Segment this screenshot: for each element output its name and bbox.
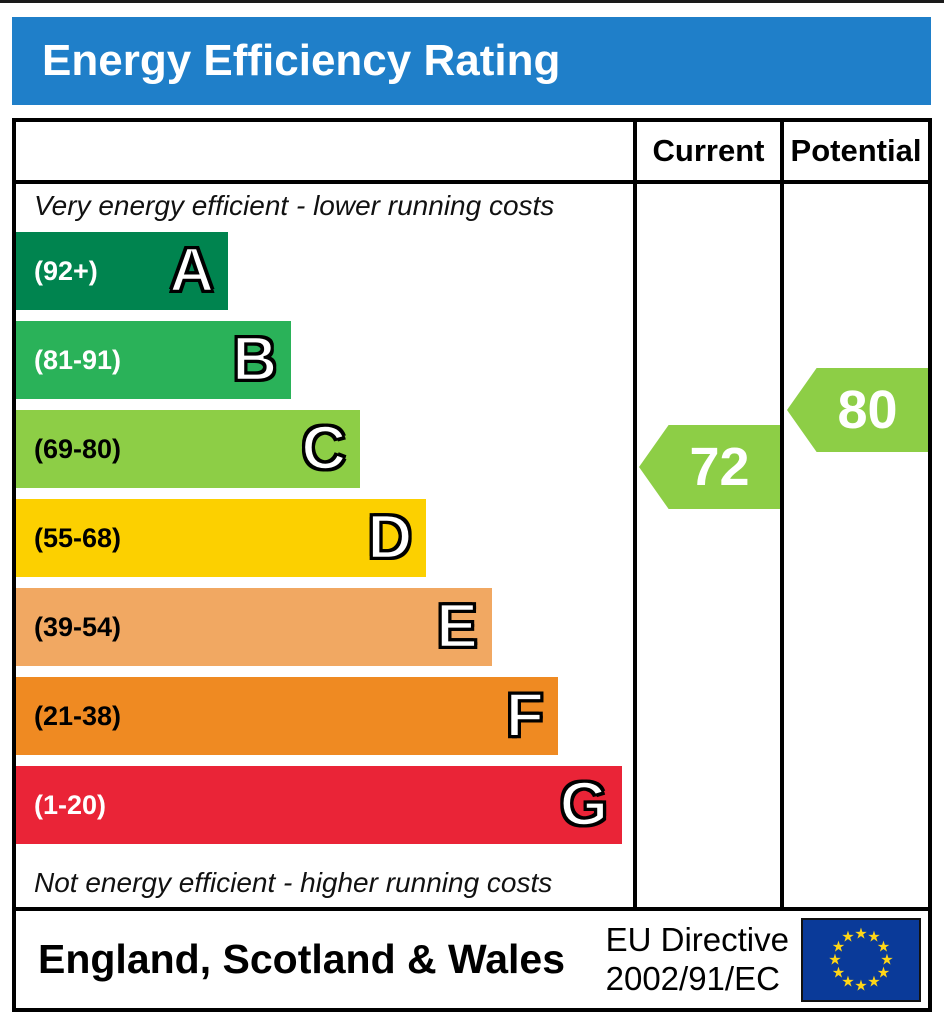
band-list: (92+) A (81-91) B (69-80) C (55-68) D (3… (16, 232, 622, 855)
band-bar: (81-91) B (16, 321, 292, 399)
band-letter: A (168, 236, 215, 305)
table-header-row: Current Potential (16, 122, 928, 184)
band-row: (81-91) B (16, 321, 622, 399)
band-letter: F (505, 681, 545, 750)
band-row: (92+) A (16, 232, 622, 310)
current-column: 72 (633, 184, 780, 907)
band-row: (69-80) C (16, 410, 622, 488)
region-label: England, Scotland & Wales (38, 936, 565, 982)
band-letter: B (231, 325, 278, 394)
epc-table: Current Potential Very energy efficient … (12, 118, 932, 1012)
band-letter: C (300, 414, 347, 483)
current-rating-value: 72 (689, 437, 750, 497)
eu-flag-star-icon: ★ (841, 928, 855, 946)
potential-rating-value: 80 (837, 380, 898, 440)
band-bar: (55-68) D (16, 499, 427, 577)
band-letter: E (435, 592, 479, 661)
band-bar: (39-54) E (16, 588, 492, 666)
table-footer-row: England, Scotland & Wales EU Directive 2… (16, 911, 928, 1008)
band-letter: D (366, 503, 413, 572)
band-bar: (21-38) F (16, 677, 558, 755)
eu-flag-star-icon: ★ (841, 973, 855, 991)
current-rating-arrow: 72 (639, 425, 780, 509)
eu-flag-star-icon: ★ (831, 964, 846, 981)
rating-scale-area: Very energy efficient - lower running co… (16, 184, 633, 907)
band-letter: G (559, 770, 610, 839)
eu-flag-star-icon: ★ (867, 928, 881, 946)
eu-flag-star-icon: ★ (876, 938, 891, 955)
eu-directive-line2: 2002/91/EC (605, 959, 780, 997)
eu-flag-star-icon: ★ (831, 938, 846, 955)
caption-efficient: Very energy efficient - lower running co… (34, 190, 555, 221)
band-range-label: (69-80) (34, 433, 122, 464)
eu-flag-star-icon: ★ (867, 973, 881, 991)
header-empty-cell (16, 122, 633, 180)
band-row: (1-20) G (16, 766, 622, 844)
potential-column: 80 (780, 184, 928, 907)
band-range-label: (39-54) (34, 611, 122, 642)
band-row: (21-38) F (16, 677, 622, 755)
eu-flag-star-icon: ★ (876, 964, 891, 981)
band-row: (39-54) E (16, 588, 622, 666)
eu-flag-star-icon: ★ (854, 977, 868, 994)
band-bar: (92+) A (16, 232, 229, 310)
title-banner: Energy Efficiency Rating (12, 17, 931, 105)
footer-right-group: EU Directive 2002/91/EC ★ ★ ★ ★ ★ ★ ★ ★ ★ ★ ★ ★ (606, 917, 928, 1002)
band-bar: (69-80) C (16, 410, 361, 488)
column-header-potential: Potential (780, 122, 928, 180)
band-range-label: (81-91) (34, 344, 122, 375)
eu-flag-star-icon: ★ (880, 951, 894, 968)
eu-flag-icon: ★ ★ ★ ★ ★ ★ ★ ★ ★ ★ ★ ★ (801, 917, 921, 1002)
chart-body: Very energy efficient - lower running co… (16, 184, 928, 911)
band-range-label: (1-20) (34, 789, 107, 820)
band-bar: (1-20) G (16, 766, 622, 844)
top-border-line (0, 0, 944, 3)
column-header-current: Current (633, 122, 780, 180)
eu-flag-star-icon: ★ (854, 925, 868, 942)
eu-directive-line1: EU Directive (605, 920, 789, 958)
band-row: (55-68) D (16, 499, 622, 577)
caption-inefficient: Not energy efficient - higher running co… (34, 867, 553, 898)
eu-directive-label: EU Directive 2002/91/EC (606, 921, 789, 999)
eu-flag-star-icon: ★ (828, 951, 842, 968)
potential-rating-arrow: 80 (787, 368, 928, 452)
band-range-label: (92+) (34, 255, 98, 286)
band-range-label: (55-68) (34, 522, 122, 553)
band-range-label: (21-38) (34, 700, 122, 731)
page-title: Energy Efficiency Rating (42, 36, 561, 85)
